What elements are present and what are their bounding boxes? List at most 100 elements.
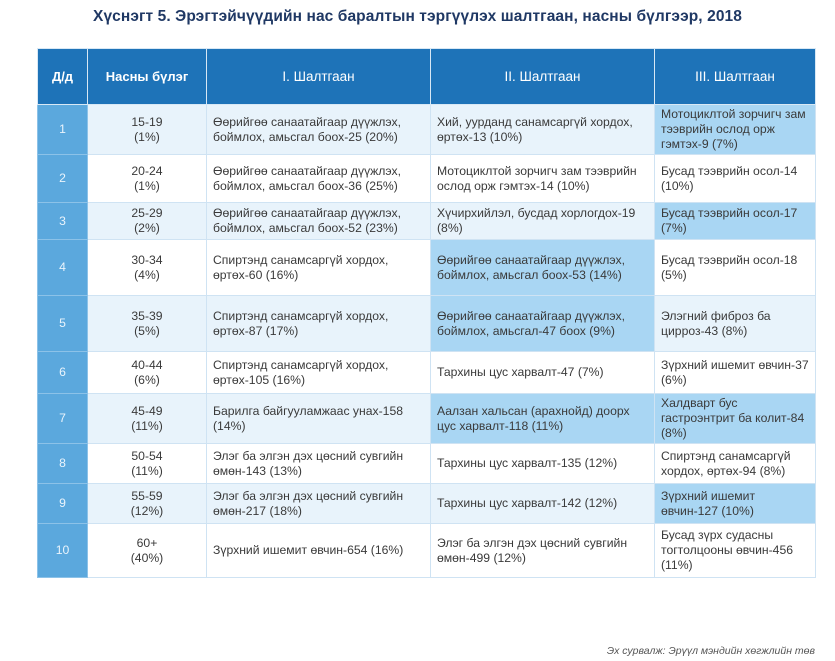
header-age-group: Насны бүлэг xyxy=(87,48,207,105)
age-group-cell: 30-34 (4%) xyxy=(87,239,207,296)
cause-3-cell: Бусад тээврийн осол-18 (5%) xyxy=(654,239,816,296)
cause-1-text: Спиртэнд санамсаргүй хордох, өртөх-87 (1… xyxy=(213,308,389,338)
cause-1-text: Элэг ба элгэн дэх цөсний сувгийн өмөн-21… xyxy=(213,488,404,518)
source-note: Эх сурвалж: Эрүүл мэндийн хөгжлийн төв xyxy=(606,645,815,657)
row-number: 9 xyxy=(37,483,88,524)
row-number: 5 xyxy=(37,295,88,352)
cause-2-cell: Аалзан хальсан (арахнойд) доорх цус харв… xyxy=(430,393,655,444)
row-number-text: 7 xyxy=(59,411,66,425)
header-cause-2: II. Шалтгаан xyxy=(430,48,655,105)
table-row: 7 45-49 (11%) Барилга байгууламжаас унах-15… xyxy=(37,393,816,444)
cause-3-cell: Зүрхний ишемит өвчин-37 (6%) xyxy=(654,351,816,394)
cause-1-text: Элэг ба элгэн дэх цөсний сувгийн өмөн-14… xyxy=(213,448,404,478)
cause-3-text: Бусад тээврийн осол-18 (5%) xyxy=(661,252,798,282)
table-title: Хүснэгт 5. Эрэгтэйчүүдийн нас баралтын т… xyxy=(93,8,742,25)
row-number-text: 9 xyxy=(59,496,66,510)
cause-3-cell: Зүрхний ишемит өвчин-127 (10%) xyxy=(654,483,816,524)
cause-1-cell: Өөрийгөө санаатайгаар дүүжлэх, боймлох, … xyxy=(206,202,431,240)
cause-2-text: Элэг ба элгэн дэх цөсний сувгийн өмөн-49… xyxy=(437,535,628,565)
age-share: (6%) xyxy=(134,372,160,387)
header-row: Д/д Насны бүлэг I. Шалтгаан II. Шалтгаан… xyxy=(37,48,816,105)
cause-1-cell: Спиртэнд санамсаргүй хордох, өртөх-87 (1… xyxy=(206,295,431,352)
cause-2-cell: Мотоциклтой зорчигч зам тээврийн ослод о… xyxy=(430,154,655,203)
age-group-cell: 15-19 (1%) xyxy=(87,104,207,155)
age-range: 15-19 xyxy=(131,114,163,129)
cause-2-text: Өөрийгөө санаатайгаар дүүжлэх, боймлох, … xyxy=(437,308,625,338)
table-row: 2 20-24 (1%) Өөрийгөө санаатайгаар дүүжлэх,… xyxy=(37,154,816,203)
age-share: (12%) xyxy=(130,503,164,518)
table-row: 1 15-19 (1%) Өөрийгөө санаатайгаар дүүжлэх,… xyxy=(37,104,816,155)
cause-1-cell: Спиртэнд санамсаргүй хордох, өртөх-60 (1… xyxy=(206,239,431,296)
row-number-text: 8 xyxy=(59,456,66,470)
row-number-text: 6 xyxy=(59,365,66,379)
cause-2-text: Тархины цус харвалт-135 (12%) xyxy=(437,456,618,470)
cause-2-text: Хий, уурданд санамсаргүй хордох, өртөх-1… xyxy=(437,114,633,144)
cause-3-text: Бусад тээврийн осол-14 (10%) xyxy=(661,163,798,193)
age-range: 60+ xyxy=(136,535,158,550)
table-container: Д/д Насны бүлэг I. Шалтгаан II. Шалтгаан… xyxy=(37,48,816,578)
table-row: 6 40-44 (6%) Спиртэнд санамсаргүй хордох, ө… xyxy=(37,351,816,394)
cause-2-cell: Тархины цус харвалт-135 (12%) xyxy=(430,443,655,484)
cause-2-cell: Өөрийгөө санаатайгаар дүүжлэх, боймлох, … xyxy=(430,239,655,296)
age-share: (40%) xyxy=(130,550,164,565)
age-range: 25-29 xyxy=(131,206,163,220)
cause-3-text: Халдварт бус гастроэнтрит ба колит-84 (8… xyxy=(661,396,805,440)
cause-3-text: Бусад тээврийн осол-17 (7%) xyxy=(661,206,798,235)
age-range: 50-54 xyxy=(131,448,163,463)
age-share: (4%) xyxy=(134,267,160,282)
cause-3-text: Зүрхний ишемит өвчин-127 (10%) xyxy=(661,488,756,518)
table-row: 9 55-59 (12%) Элэг ба элгэн дэх цөсний сувг… xyxy=(37,483,816,524)
row-number: 1 xyxy=(37,104,88,155)
cause-2-cell: Тархины цус харвалт-142 (12%) xyxy=(430,483,655,524)
age-share: (1%) xyxy=(134,178,160,193)
row-number: 10 xyxy=(37,523,88,578)
age-range: 45-49 xyxy=(131,403,163,418)
row-number-text: 2 xyxy=(59,171,66,185)
age-share: (1%) xyxy=(134,129,160,144)
cause-2-text: Мотоциклтой зорчигч зам тээврийн ослод о… xyxy=(437,163,637,193)
cause-2-cell: Хий, уурданд санамсаргүй хордох, өртөх-1… xyxy=(430,104,655,155)
cause-3-cell: Бусад тээврийн осол-17 (7%) xyxy=(654,202,816,240)
cause-1-text: Өөрийгөө санаатайгаар дүүжлэх, боймлох, … xyxy=(213,114,401,144)
row-number-text: 5 xyxy=(59,316,66,330)
cause-2-text: Аалзан хальсан (арахнойд) доорх цус харв… xyxy=(437,403,630,433)
age-share: (11%) xyxy=(131,463,163,478)
cause-1-text: Зүрхний ишемит өвчин-654 (16%) xyxy=(213,543,404,557)
cause-3-cell: Мотоциклтой зорчигч зам тээврийн ослод о… xyxy=(654,104,816,155)
age-share: (5%) xyxy=(134,323,160,338)
causes-table: Д/д Насны бүлэг I. Шалтгаан II. Шалтгаан… xyxy=(37,48,816,578)
cause-3-cell: Бусад зүрх судасны тогтолцооны өвчин-456… xyxy=(654,523,816,578)
cause-1-cell: Өөрийгөө санаатайгаар дүүжлэх, боймлох, … xyxy=(206,154,431,203)
cause-3-text: Бусад зүрх судасны тогтолцооны өвчин-456… xyxy=(661,528,793,572)
cause-3-cell: Халдварт бус гастроэнтрит ба колит-84 (8… xyxy=(654,393,816,444)
age-range: 40-44 xyxy=(131,357,163,372)
cause-1-text: Өөрийгөө санаатайгаар дүүжлэх, боймлох, … xyxy=(213,163,401,193)
age-group-cell: 35-39 (5%) xyxy=(87,295,207,352)
cause-3-text: Спиртэнд санамсаргүй хордох, өртөх-94 (8… xyxy=(661,448,791,478)
age-range: 30-34 xyxy=(131,252,163,267)
age-group-cell: 25-29 (2%) xyxy=(87,202,207,240)
header-cause-1: I. Шалтгаан xyxy=(206,48,431,105)
age-group-cell: 55-59 (12%) xyxy=(87,483,207,524)
row-number: 6 xyxy=(37,351,88,394)
age-share: (11%) xyxy=(131,418,163,433)
cause-2-text: Тархины цус харвалт-142 (12%) xyxy=(437,496,618,510)
row-number: 3 xyxy=(37,202,88,240)
table-row: 4 30-34 (4%) Спиртэнд санамсаргүй хордох, ө… xyxy=(37,239,816,296)
cause-3-cell: Спиртэнд санамсаргүй хордох, өртөх-94 (8… xyxy=(654,443,816,484)
cause-1-cell: Элэг ба элгэн дэх цөсний сувгийн өмөн-14… xyxy=(206,443,431,484)
row-number-text: 10 xyxy=(55,543,70,557)
cause-1-cell: Өөрийгөө санаатайгаар дүүжлэх, боймлох, … xyxy=(206,104,431,155)
cause-3-cell: Бусад тээврийн осол-14 (10%) xyxy=(654,154,816,203)
table-row: 10 60+ (40%) Зүрхний ишемит өвчин-654 (16%)… xyxy=(37,523,816,578)
row-number-text: 4 xyxy=(59,260,66,274)
cause-1-text: Өөрийгөө санаатайгаар дүүжлэх, боймлох, … xyxy=(213,206,401,235)
age-range: 20-24 xyxy=(131,163,163,178)
cause-2-text: Хүчирхийлэл, бусдад хорлогдох-19 (8%) xyxy=(437,206,636,235)
header-number: Д/д xyxy=(37,48,88,105)
cause-2-cell: Хүчирхийлэл, бусдад хорлогдох-19 (8%) xyxy=(430,202,655,240)
age-group-cell: 60+ (40%) xyxy=(87,523,207,578)
cause-1-cell: Элэг ба элгэн дэх цөсний сувгийн өмөн-21… xyxy=(206,483,431,524)
cause-2-text: Өөрийгөө санаатайгаар дүүжлэх, боймлох, … xyxy=(437,252,625,282)
row-number: 7 xyxy=(37,393,88,444)
